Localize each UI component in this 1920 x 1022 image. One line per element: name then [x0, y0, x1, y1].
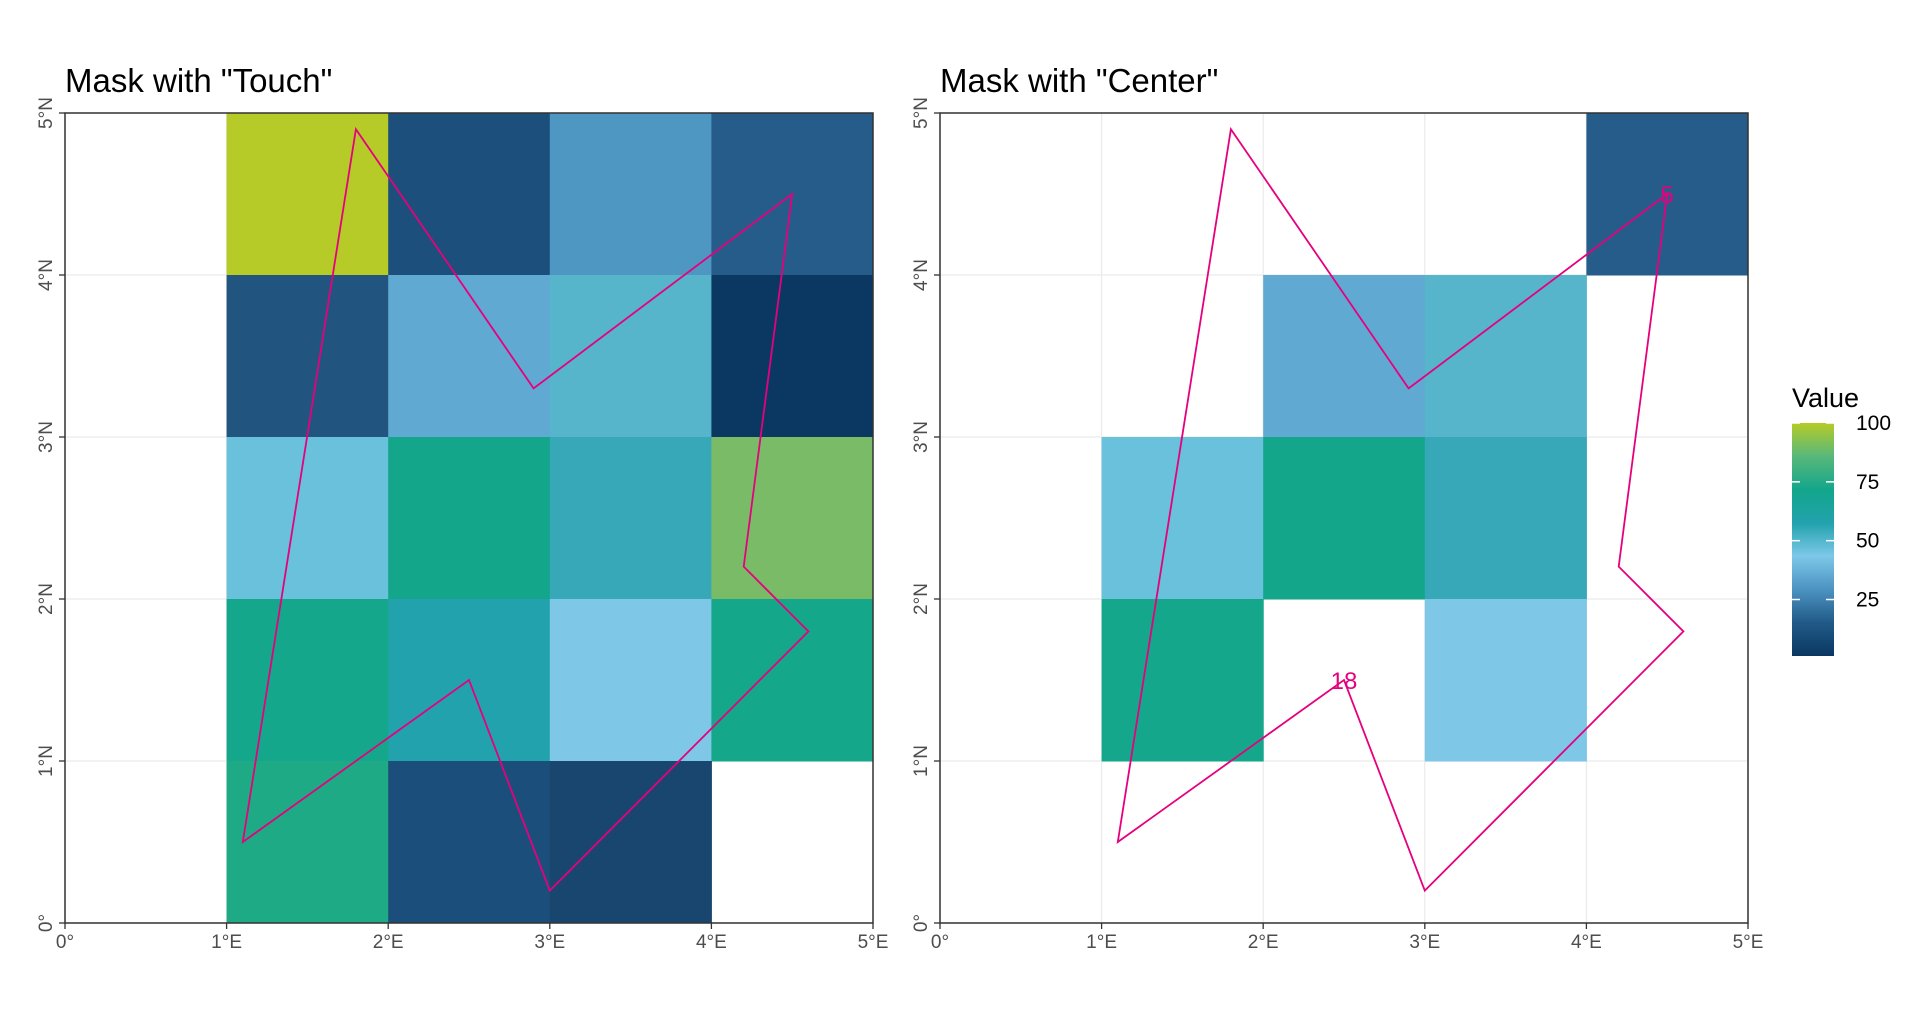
x-tick-label: 5°E — [1733, 932, 1764, 953]
x-tick-label: 0° — [931, 932, 949, 953]
legend-title: Value — [1792, 383, 1859, 413]
x-tick-label: 2°E — [1248, 932, 1279, 953]
color-legend: Value 100 75 50 25 — [1792, 383, 1891, 656]
panel-center-y-axis: 0° 1°N 2°N 3°N 4°N 5°N — [911, 97, 940, 932]
y-tick-label: 0° — [36, 914, 57, 932]
raster-cell — [226, 113, 389, 276]
x-tick-label: 5°E — [858, 932, 889, 953]
x-tick-label: 1°E — [1086, 932, 1117, 953]
x-tick-label: 2°E — [373, 932, 404, 953]
raster-cell — [226, 437, 389, 600]
raster-cell — [711, 599, 874, 762]
raster-cell — [1263, 437, 1426, 600]
y-tick-label: 4°N — [36, 259, 57, 291]
raster-cell — [549, 437, 712, 600]
y-tick-label: 1°N — [911, 745, 932, 777]
raster-cell — [388, 113, 551, 276]
panel-center: Mask with "Center" 5 18 0° 1°E 2°E 3°E 4°E 5°E… — [911, 62, 1763, 953]
raster-cell — [388, 275, 551, 438]
raster-cell — [1424, 437, 1587, 600]
legend-label: 100 — [1856, 412, 1891, 435]
raster-cell — [1101, 437, 1264, 600]
y-tick-label: 2°N — [911, 583, 932, 615]
panel-touch-y-axis: 0° 1°N 2°N 3°N 4°N 5°N — [36, 97, 65, 932]
raster-cell — [711, 437, 874, 600]
raster-cell — [1424, 275, 1587, 438]
raster-cell — [1263, 275, 1426, 438]
legend-ticks: 100 75 50 25 — [1792, 412, 1891, 612]
panel-center-x-axis: 0° 1°E 2°E 3°E 4°E 5°E — [931, 923, 1764, 953]
y-tick-label: 4°N — [911, 259, 932, 291]
panel-title-touch: Mask with "Touch" — [65, 62, 332, 99]
raster-cell — [1424, 599, 1587, 762]
mask-polygon — [1116, 126, 1685, 893]
legend-colorbar — [1792, 423, 1834, 656]
polygon-label: 5 — [1661, 182, 1674, 209]
raster-cell — [549, 599, 712, 762]
x-tick-label: 0° — [56, 932, 74, 953]
panel-touch-x-axis: 0° 1°E 2°E 3°E 4°E 5°E — [56, 923, 889, 953]
x-tick-label: 3°E — [1409, 932, 1440, 953]
raster-cell — [388, 437, 551, 600]
raster-cell — [711, 275, 874, 438]
panel-touch-polygon — [241, 126, 810, 893]
panel-border — [939, 112, 1749, 924]
x-tick-label: 1°E — [211, 932, 242, 953]
raster-cell — [226, 761, 389, 924]
polygon-label: 18 — [1331, 668, 1358, 695]
y-tick-label: 5°N — [36, 97, 57, 129]
x-tick-label: 3°E — [534, 932, 565, 953]
panel-touch-cells — [226, 113, 874, 924]
raster-cell — [226, 275, 389, 438]
panel-title-center: Mask with "Center" — [940, 62, 1218, 99]
y-tick-label: 2°N — [36, 583, 57, 615]
raster-cell — [549, 761, 712, 924]
panel-center-frame — [939, 112, 1749, 924]
legend-label: 25 — [1856, 589, 1879, 612]
y-tick-label: 0° — [911, 914, 932, 932]
x-tick-label: 4°E — [1571, 932, 1602, 953]
panel-center-polygon — [1116, 126, 1685, 893]
panel-touch-frame — [64, 112, 874, 924]
legend-label: 75 — [1856, 471, 1879, 494]
legend-label: 50 — [1856, 530, 1879, 553]
y-tick-label: 3°N — [911, 421, 932, 453]
y-tick-label: 3°N — [36, 421, 57, 453]
raster-cell — [549, 275, 712, 438]
x-tick-label: 4°E — [696, 932, 727, 953]
panel-touch: Mask with "Touch" 0° 1°E 2°E 3°E 4°E 5°E 0° 1°… — [36, 62, 888, 953]
raster-cell — [388, 761, 551, 924]
panel-border — [64, 112, 874, 924]
raster-cell — [226, 599, 389, 762]
panel-center-labels: 5 18 — [1331, 182, 1674, 695]
raster-cell — [549, 113, 712, 276]
raster-cell — [1101, 599, 1264, 762]
mask-polygon — [241, 126, 810, 893]
y-tick-label: 5°N — [911, 97, 932, 129]
y-tick-label: 1°N — [36, 745, 57, 777]
